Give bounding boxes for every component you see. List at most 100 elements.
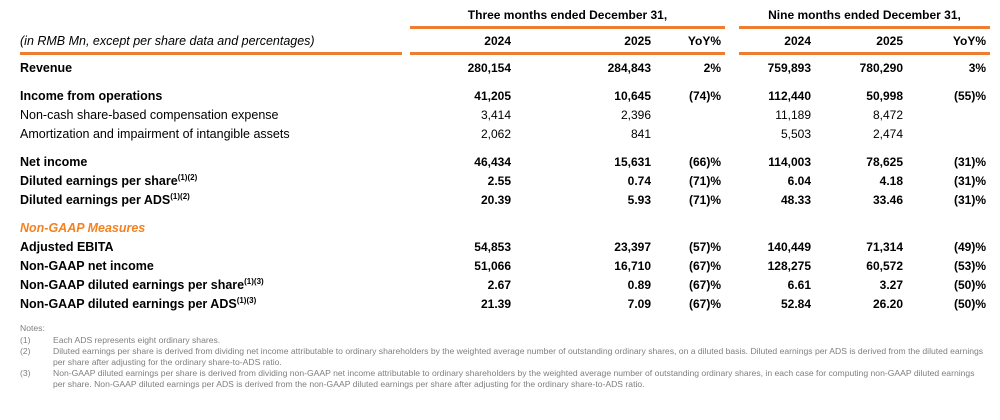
col-3m-2025: 2025 [515, 27, 655, 55]
cell: (50)% [954, 297, 987, 311]
cell: 23,397 [614, 240, 651, 254]
cell: 7.09 [627, 297, 651, 311]
financial-results-table: Three months ended December 31, Nine mon… [20, 8, 991, 314]
cell: 114,003 [768, 155, 811, 169]
footnote-text: Diluted earnings per share is derived fr… [53, 346, 984, 367]
cell: 3% [968, 61, 987, 75]
table-row-net-income: Net income 46,434 15,631 (66)% 114,003 7… [20, 144, 990, 172]
cell: 140,449 [767, 240, 811, 254]
row-label: Diluted earnings per share [20, 174, 178, 188]
row-label: Non-cash share-based compensation expens… [20, 108, 279, 122]
cell: 60,572 [866, 259, 903, 273]
cell: 2,396 [620, 108, 651, 122]
footnote-number: (2) [20, 346, 31, 356]
col-9m-yoy: YoY% [907, 27, 991, 55]
row-label: Non-GAAP diluted earnings per share [20, 278, 245, 292]
cell: 71,314 [866, 240, 903, 254]
row-label: Non-GAAP net income [20, 259, 154, 273]
row-label: Adjusted EBITA [20, 240, 114, 254]
col-9m-2024: 2024 [739, 27, 815, 55]
cell: (31)% [954, 155, 987, 169]
cell: 16,710 [614, 259, 651, 273]
cell: 280,154 [467, 61, 511, 75]
financial-results-document: Three months ended December 31, Nine mon… [20, 8, 991, 389]
footnote-number: (1) [20, 334, 31, 345]
cell: (74)% [688, 89, 721, 103]
col-3m-yoy: YoY% [655, 27, 725, 55]
cell: 780,290 [859, 61, 903, 75]
cell: 15,631 [614, 155, 651, 169]
footnote-1: (1) Each ADS represents eight ordinary s… [20, 335, 990, 346]
table-row-sbc-expense: Non-cash share-based compensation expens… [20, 106, 990, 125]
row-label: Net income [20, 155, 88, 169]
cell [655, 125, 725, 144]
cell: 2,062 [480, 127, 511, 141]
group-title-three-months: Three months ended December 31, [410, 8, 725, 29]
cell: (49)% [954, 240, 987, 254]
cell [907, 125, 990, 144]
section-heading-label: Non-GAAP Measures [20, 221, 146, 235]
cell: 0.89 [627, 278, 651, 292]
footnote-ref: (1)(2) [170, 191, 190, 201]
cell: (57)% [688, 240, 721, 254]
col-3m-2024: 2024 [410, 27, 515, 55]
cell: 284,843 [607, 61, 651, 75]
table-row-income-from-operations: Income from operations 41,205 10,645 (74… [20, 78, 990, 106]
col-9m-2025: 2025 [815, 27, 907, 55]
cell: 52.84 [780, 297, 811, 311]
cell: 128,275 [767, 259, 811, 273]
cell: 3,414 [480, 108, 511, 122]
footnote-2: (2) Diluted earnings per share is derive… [20, 346, 990, 367]
table-row-adjusted-ebita: Adjusted EBITA 54,853 23,397 (57)% 140,4… [20, 238, 990, 257]
header-spacer [20, 8, 402, 28]
cell [655, 106, 725, 125]
cell: 2.55 [487, 174, 511, 188]
cell: 5,503 [780, 127, 811, 141]
cell: 2,474 [872, 127, 903, 141]
cell: 26.20 [872, 297, 903, 311]
cell: 5.93 [627, 193, 651, 207]
table-row-non-gaap-diluted-eads: Non-GAAP diluted earnings per ADS(1)(3) … [20, 295, 990, 314]
footnote-ref: (1)(3) [244, 276, 264, 286]
cell: 21.39 [480, 297, 511, 311]
cell: 54,853 [474, 240, 511, 254]
row-label: Amortization and impairment of intangibl… [20, 127, 290, 141]
cell [907, 106, 990, 125]
cell: 11,189 [775, 108, 811, 122]
cell: 20.39 [480, 193, 511, 207]
cell: (67)% [688, 259, 721, 273]
row-label: Income from operations [20, 89, 163, 103]
table-row-diluted-eps: Diluted earnings per share(1)(2) 2.55 0.… [20, 172, 990, 191]
cell: 48.33 [780, 193, 811, 207]
cell: (71)% [688, 193, 721, 207]
units-row-header: (in RMB Mn, except per share data and pe… [20, 27, 402, 55]
cell: 2.67 [487, 278, 511, 292]
cell: 759,893 [767, 61, 811, 75]
column-header-row: (in RMB Mn, except per share data and pe… [20, 27, 991, 55]
cell: (31)% [954, 174, 987, 188]
cell: 6.61 [787, 278, 811, 292]
cell: (66)% [688, 155, 721, 169]
footnote-number: (3) [20, 368, 31, 378]
cell: 4.18 [879, 174, 903, 188]
cell: 2% [703, 61, 721, 75]
cell: (50)% [954, 278, 987, 292]
cell: 0.74 [627, 174, 651, 188]
cell: 10,645 [614, 89, 651, 103]
cell: (31)% [954, 193, 987, 207]
cell: (53)% [954, 259, 987, 273]
cell: 112,440 [768, 89, 811, 103]
table-row-non-gaap-net-income: Non-GAAP net income 51,066 16,710 (67)% … [20, 257, 990, 276]
cell: 51,066 [474, 259, 511, 273]
footnote-text: Each ADS represents eight ordinary share… [53, 334, 221, 345]
footnote-3: (3) Non-GAAP diluted earnings per share … [20, 368, 990, 389]
group-title-nine-months: Nine months ended December 31, [739, 8, 991, 29]
cell: 50,998 [866, 89, 903, 103]
footnote-ref: (1)(2) [177, 172, 198, 182]
cell: 3.27 [879, 278, 903, 292]
cell: 41,205 [474, 89, 511, 103]
table-row-non-gaap-diluted-eps: Non-GAAP diluted earnings per share(1)(3… [20, 276, 990, 295]
notes-title: Notes: [20, 323, 45, 333]
cell: (67)% [688, 297, 721, 311]
footnote-ref: (1)(3) [236, 295, 257, 305]
